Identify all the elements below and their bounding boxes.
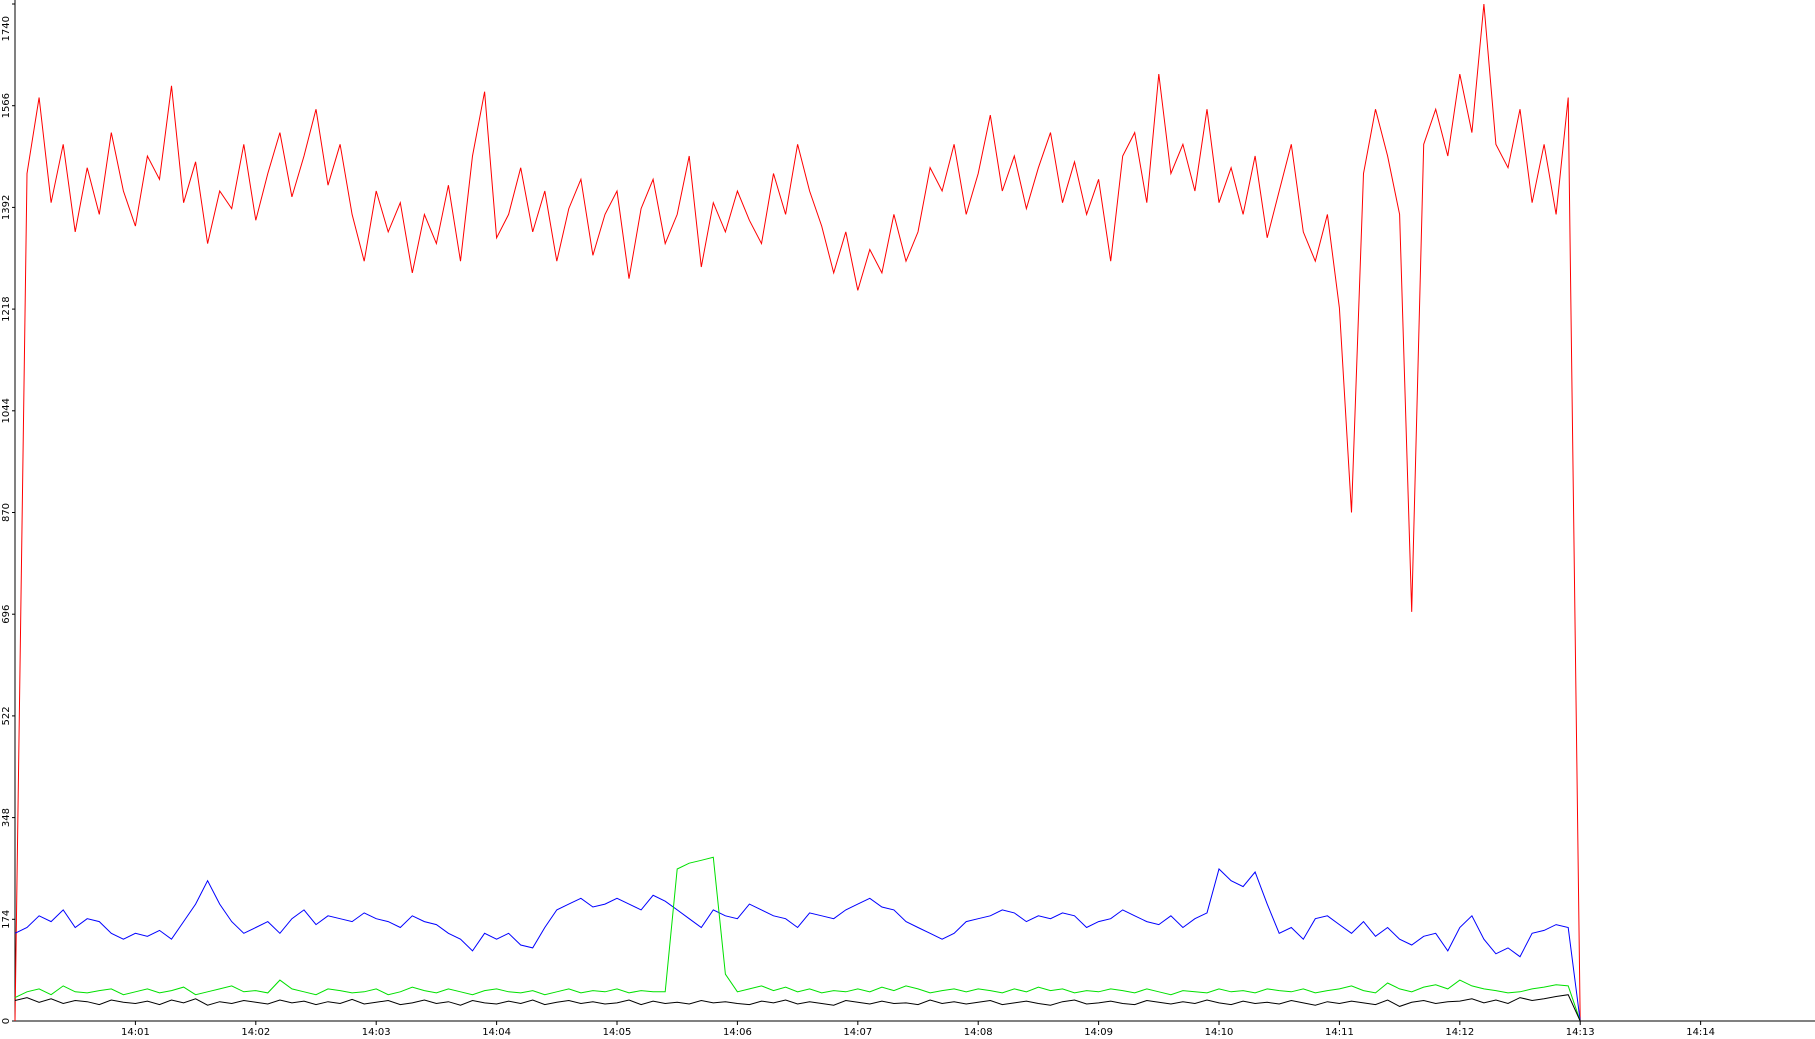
x-tick-label: 14:01 [121,1027,150,1038]
series-line [14,3,1581,1022]
y-tick-label: 174 [1,910,12,929]
x-tick-label: 14:06 [723,1027,752,1038]
x-tick-label: 14:02 [241,1027,270,1038]
y-tick-label: 870 [1,503,12,522]
x-tick-label: 14:07 [843,1027,872,1038]
x-tick-label: 14:13 [1566,1027,1595,1038]
x-tick-label: 14:11 [1325,1027,1354,1038]
x-tick-label: 14:10 [1205,1027,1234,1038]
series-line [14,856,1581,1022]
y-tick-label: 696 [1,605,12,624]
y-tick-label: 522 [1,706,12,725]
x-tick-label: 14:04 [482,1027,511,1038]
y-tick-label: 1392 [1,195,12,220]
x-tick-label: 14:05 [603,1027,632,1038]
series-line [14,868,1581,1022]
y-tick-label: 1218 [1,296,12,321]
y-tick-label: 1566 [1,93,12,118]
y-tick-label: 1740 [1,16,12,41]
y-tick-label: 1044 [1,398,12,423]
y-tick-label: 0 [1,1018,12,1024]
x-tick-label: 14:14 [1686,1027,1715,1038]
x-tick-label: 14:08 [964,1027,993,1038]
y-tick-label: 348 [1,808,12,827]
x-tick-label: 14:12 [1445,1027,1474,1038]
x-tick-label: 14:09 [1084,1027,1113,1038]
series-line [14,994,1581,1022]
x-tick-label: 14:03 [362,1027,391,1038]
